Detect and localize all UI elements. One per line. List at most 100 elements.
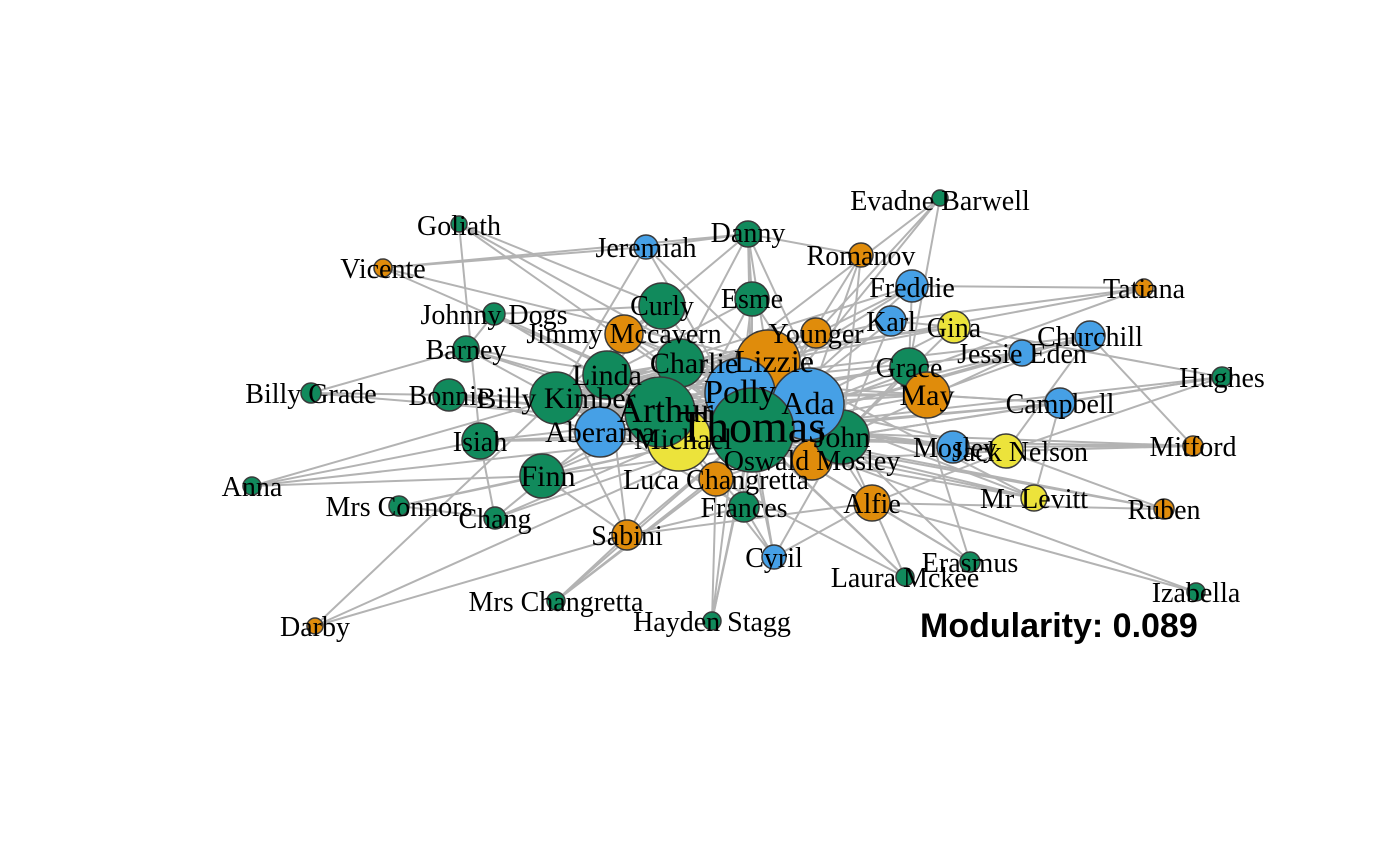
node-ruben (1153, 498, 1175, 520)
edge (314, 397, 557, 627)
node-label-gina: Gina (927, 313, 982, 344)
node-label-hayden-stagg: Hayden Stagg (633, 607, 791, 638)
edge (811, 459, 1035, 499)
node-label-alfie: Alfie (843, 489, 901, 520)
node-younger (800, 317, 832, 349)
modularity-label: Modularity: 0.089 (920, 607, 1198, 645)
node-label-polly: Polly (704, 374, 776, 411)
edge (645, 233, 749, 248)
node-may (903, 371, 951, 419)
edge (494, 438, 680, 519)
node-chang (483, 506, 507, 530)
edge (1033, 402, 1061, 499)
node-mitford (1182, 435, 1204, 457)
node-aberama (574, 406, 626, 458)
node-jimmy-mccavern (604, 314, 644, 354)
node-danny (734, 220, 762, 248)
node-label-michael: Michael (634, 423, 732, 456)
node-campbell (1044, 387, 1076, 419)
node-anna (242, 476, 262, 496)
node-label-campbell: Campbell (1006, 389, 1115, 420)
node-mosley (936, 430, 970, 464)
node-curly (638, 282, 686, 330)
node-label-mrs-connors: Mrs Connors (325, 492, 472, 523)
node-label-bonnie: Bonnie (409, 381, 490, 412)
node-bonnie (432, 378, 466, 412)
node-layer (242, 189, 1233, 635)
node-label-anna: Anna (222, 472, 283, 503)
edge (398, 475, 543, 507)
edge (398, 505, 496, 519)
edge (1005, 376, 1223, 452)
node-label-evadne-barwell: Evadne Barwell (850, 186, 1030, 217)
edge (890, 287, 1145, 322)
node-label-vicente: Vicente (340, 254, 425, 285)
node-label-jack-nelson: Jack Nelson (952, 437, 1088, 468)
node-isiah (461, 422, 499, 460)
node-mrs-changretta (546, 591, 566, 611)
node-thomas (709, 387, 795, 473)
edge (251, 440, 481, 487)
node-label-curly: Curly (630, 291, 694, 322)
node-label-john: John (814, 421, 871, 454)
edge (493, 305, 663, 315)
node-label-thomas: Thomas (678, 401, 826, 452)
node-label-sabini: Sabini (591, 521, 663, 552)
node-label-mr-levitt: Mr Levitt (980, 484, 1088, 515)
node-label-danny: Danny (711, 218, 786, 249)
edge (926, 335, 1091, 396)
node-evadne-barwell (931, 189, 949, 207)
node-karl (875, 305, 907, 337)
node-label-hughes: Hughes (1179, 363, 1265, 394)
node-johnny-dogs (482, 302, 506, 326)
node-label-finn: Finn (520, 460, 575, 493)
edge (911, 285, 1145, 289)
node-label-billy-kimber: Billy Kimber (476, 382, 635, 415)
node-label-jessie-eden: Jessie Eden (957, 339, 1087, 370)
node-label-goliath: Goliath (417, 211, 501, 242)
node-label-laura-mckee: Laura Mckee (831, 563, 979, 594)
edge (1005, 445, 1194, 452)
node-label-johnny-dogs: Johnny Dogs (420, 300, 567, 331)
node-label-izabella: Izabella (1152, 578, 1241, 609)
edge (606, 298, 753, 376)
node-label-may: May (900, 379, 955, 412)
node-romanov (848, 242, 874, 268)
edge (251, 475, 543, 487)
node-label-barney: Barney (426, 335, 507, 366)
node-mr-levitt (1020, 484, 1048, 512)
node-label-ada: Ada (781, 385, 834, 421)
node-cyril (761, 544, 787, 570)
node-jeremiah (633, 234, 659, 260)
edge (871, 502, 1165, 510)
node-churchill (1074, 320, 1106, 352)
edge (458, 223, 663, 307)
node-finn (519, 453, 565, 499)
node-label-linda: Linda (572, 359, 642, 392)
node-barney (452, 335, 480, 363)
node-label-mosley: Mosley (913, 433, 997, 464)
edge (1089, 335, 1194, 447)
node-label-jeremiah: Jeremiah (595, 233, 696, 264)
node-label-karl: Karl (866, 307, 916, 338)
node-hughes (1211, 366, 1233, 388)
node-label-jimmy-mccavern: Jimmy Mccavern (526, 319, 721, 350)
edge (606, 374, 628, 536)
node-goliath (450, 215, 468, 233)
node-label-frances: Frances (700, 493, 787, 524)
node-label-mitford: Mitford (1149, 432, 1236, 463)
node-label-freddie: Freddie (869, 273, 955, 304)
node-esme (734, 281, 770, 317)
node-laura-mckee (895, 567, 915, 587)
edge (310, 348, 467, 394)
edge (871, 450, 1007, 504)
node-linda (582, 350, 632, 400)
edge (626, 506, 745, 536)
node-label-oswald-mosley: Oswald Mosley (724, 446, 901, 477)
node-erasmus (959, 551, 981, 573)
edge (382, 233, 749, 269)
node-vicente (373, 258, 393, 278)
node-hayden-stagg (702, 611, 722, 631)
edge (659, 197, 941, 413)
